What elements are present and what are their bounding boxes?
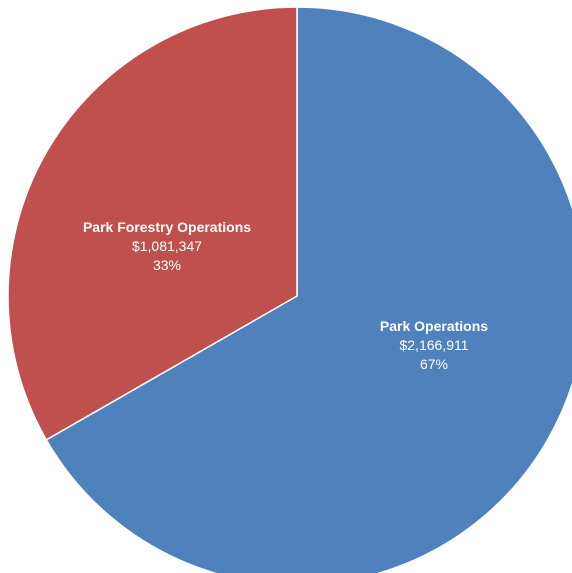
- pie-slice-park-operations: [45, 6, 572, 573]
- pie-slices: [7, 6, 572, 573]
- pie-labels: Park Operations $2,166,911 67% Park Forestr…: [83, 219, 488, 372]
- pie-slice-park-forestry-operations: [7, 6, 298, 441]
- slice-percent-label: 67%: [420, 356, 448, 372]
- slice-name-label: Park Forestry Operations: [83, 219, 251, 235]
- slice-name-label: Park Operations: [380, 318, 488, 334]
- slice-value-label: $1,081,347: [132, 238, 202, 254]
- slice-percent-label: 33%: [153, 257, 181, 273]
- slice-value-label: $2,166,911: [399, 337, 468, 353]
